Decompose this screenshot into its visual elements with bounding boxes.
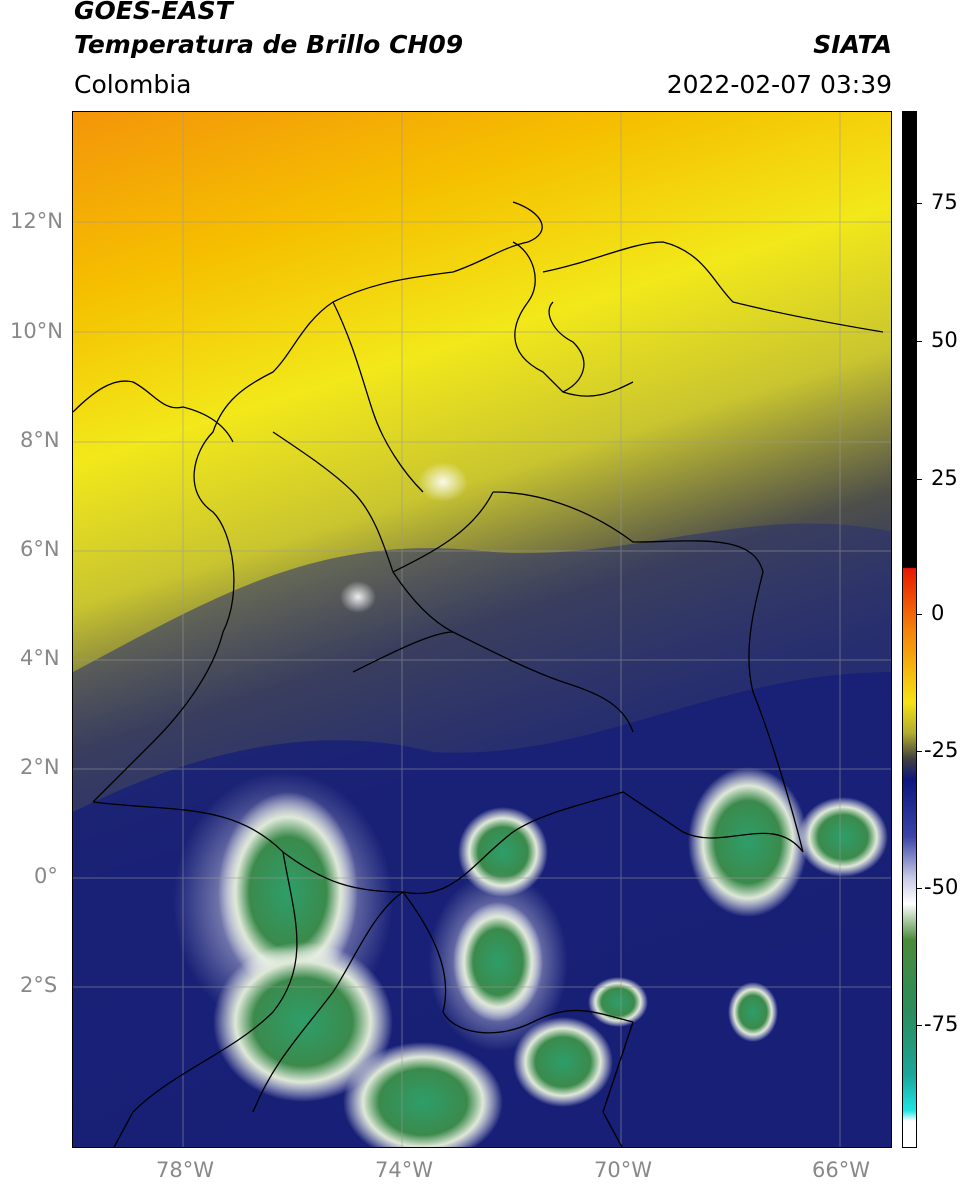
satellite-image bbox=[73, 112, 891, 1147]
colorbar-tick bbox=[917, 614, 922, 615]
lon-label-70w: 70°W bbox=[594, 1158, 652, 1182]
lat-label-8n: 8°N bbox=[20, 428, 60, 452]
title-satellite: GOES-EAST bbox=[74, 0, 233, 25]
colorbar-label-minus75: -75 bbox=[924, 1012, 959, 1036]
colorbar-label-0: 0 bbox=[931, 601, 945, 625]
colorbar-tick bbox=[917, 888, 922, 889]
satellite-map[interactable] bbox=[72, 111, 892, 1148]
colorbar bbox=[902, 111, 917, 1148]
lon-label-78w: 78°W bbox=[156, 1158, 214, 1182]
convective-clouds bbox=[173, 462, 888, 1147]
colorbar-label-25: 25 bbox=[931, 466, 958, 490]
colorbar-label-50: 50 bbox=[931, 328, 958, 352]
lat-label-6n: 6°N bbox=[20, 537, 60, 561]
colorbar-label-minus25: -25 bbox=[924, 738, 959, 762]
lat-label-2s: 2°S bbox=[20, 973, 58, 997]
colorbar-tick bbox=[917, 751, 922, 752]
colorbar-tick bbox=[917, 479, 922, 480]
lat-label-0: 0° bbox=[34, 864, 58, 888]
colorbar-tick bbox=[917, 1025, 922, 1026]
lon-label-74w: 74°W bbox=[375, 1158, 433, 1182]
lat-label-12n: 12°N bbox=[10, 209, 63, 233]
colorbar-label-75: 75 bbox=[931, 190, 958, 214]
lat-label-2n: 2°N bbox=[20, 755, 60, 779]
colorbar-label-minus50: -50 bbox=[924, 875, 959, 899]
datetime-label: 2022-02-07 03:39 bbox=[666, 70, 892, 99]
lat-label-10n: 10°N bbox=[10, 319, 63, 343]
lon-label-66w: 66°W bbox=[812, 1158, 870, 1182]
colorbar-tick bbox=[917, 203, 922, 204]
title-product: Temperatura de Brillo CH09 bbox=[74, 30, 464, 59]
colorbar-tick bbox=[917, 341, 922, 342]
grid-lines bbox=[73, 112, 891, 1147]
region-label: Colombia bbox=[74, 70, 192, 99]
lat-label-4n: 4°N bbox=[20, 646, 60, 670]
borders bbox=[73, 201, 884, 1147]
agency-label: SIATA bbox=[813, 30, 892, 59]
